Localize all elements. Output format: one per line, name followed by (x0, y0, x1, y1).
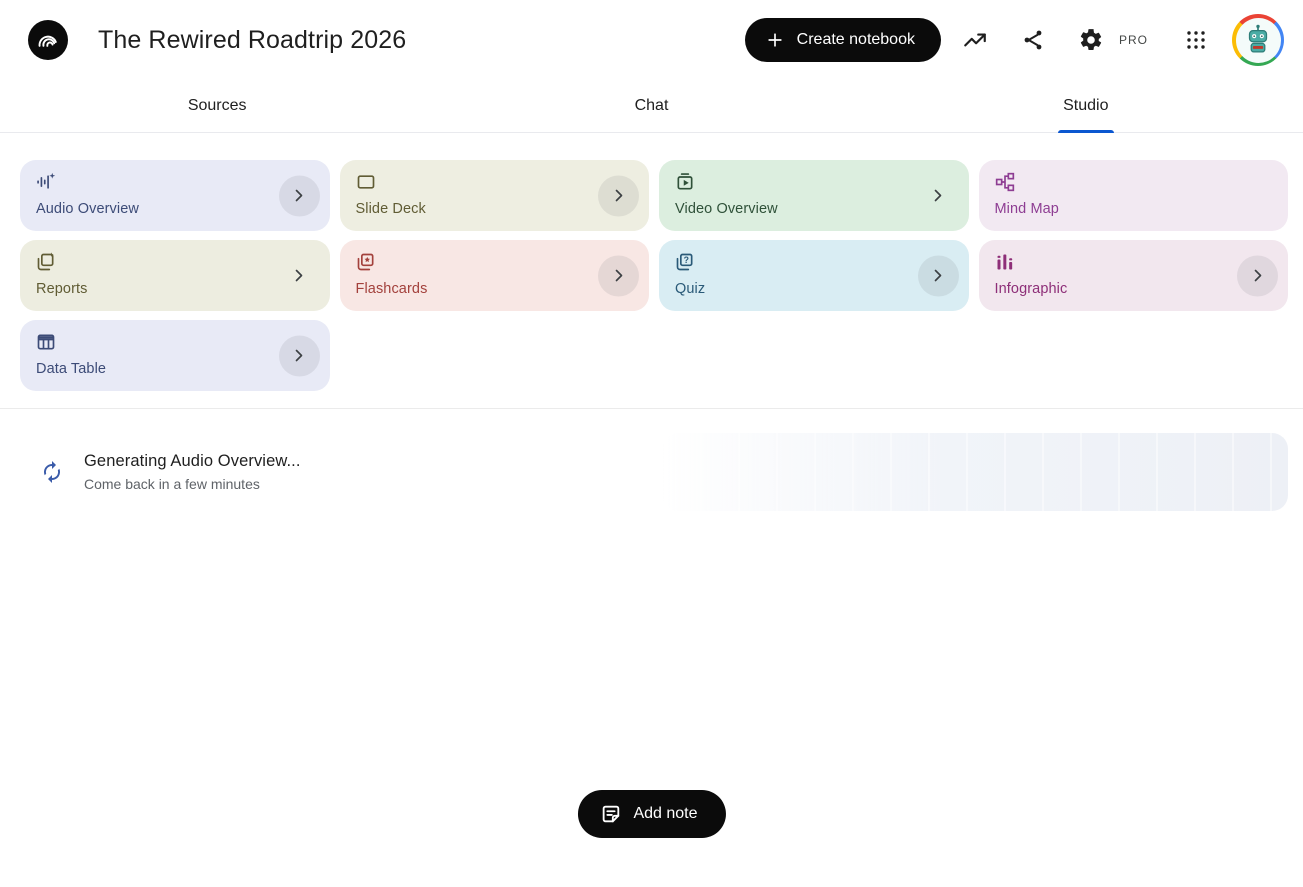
data-table-icon (36, 332, 314, 352)
card-slide-deck[interactable]: Slide Deck (339, 160, 649, 231)
card-label: Slide Deck (355, 201, 426, 217)
generating-texts: Generating Audio Overview... Come back i… (84, 452, 301, 492)
header-actions: Create notebook PRO (744, 14, 1284, 66)
mind-map-icon (995, 172, 1273, 192)
generating-status-row: Generating Audio Overview... Come back i… (0, 433, 1288, 511)
chevron-right-icon[interactable] (279, 255, 320, 296)
slide-icon (356, 172, 634, 192)
tab-chat-label: Chat (634, 97, 669, 114)
card-infographic[interactable]: Infographic (978, 240, 1288, 311)
card-video-overview[interactable]: Video Overview (659, 160, 969, 231)
account-avatar[interactable] (1232, 14, 1284, 66)
panel-tabs: Sources Chat Studio (0, 80, 1303, 133)
studio-output-grid: Audio Overview Slide Deck (20, 160, 1288, 391)
tab-studio-label: Studio (1063, 97, 1109, 114)
pro-badge: PRO (1118, 33, 1148, 47)
chevron-right-icon[interactable] (278, 175, 320, 216)
video-play-icon (675, 172, 953, 192)
loading-skeleton (662, 433, 1288, 511)
card-quiz[interactable]: ? Quiz (659, 240, 969, 311)
generating-subtitle: Come back in a few minutes (84, 476, 260, 492)
create-notebook-button[interactable]: Create notebook (744, 18, 941, 62)
tab-active-underline (1057, 130, 1114, 133)
chevron-right-icon[interactable] (1237, 255, 1278, 296)
svg-text:?: ? (684, 255, 689, 265)
notebooklm-logo-icon[interactable] (28, 20, 68, 60)
card-mind-map[interactable]: Mind Map (978, 160, 1288, 231)
apps-grid-icon[interactable] (1172, 16, 1220, 64)
tab-chat[interactable]: Chat (434, 80, 868, 132)
card-data-table[interactable]: Data Table (20, 320, 330, 391)
chevron-right-icon[interactable] (918, 175, 959, 216)
report-sparkle-icon (36, 252, 314, 272)
card-label: Infographic (994, 281, 1068, 297)
tab-sources-label: Sources (187, 97, 247, 114)
chevron-right-icon[interactable] (917, 255, 959, 296)
card-label: Data Table (36, 361, 107, 377)
card-label: Mind Map (994, 201, 1059, 217)
card-flashcards[interactable]: Flashcards (339, 240, 649, 311)
chevron-right-icon[interactable] (598, 255, 639, 296)
card-label: Video Overview (675, 201, 778, 217)
settings-gear-icon[interactable] (1067, 16, 1115, 64)
avatar-robot-image (1235, 17, 1281, 63)
card-reports[interactable]: Reports (20, 240, 330, 311)
header: The Rewired Roadtrip 2026 Create noteboo… (0, 0, 1303, 80)
audio-waveform-sparkle-icon (36, 172, 314, 192)
card-label: Reports (36, 281, 88, 297)
generating-status: Generating Audio Overview... Come back i… (0, 452, 662, 492)
plus-icon (765, 30, 785, 50)
bar-chart-icon (995, 252, 1273, 272)
generating-title: Generating Audio Overview... (84, 452, 301, 470)
chevron-right-icon[interactable] (278, 335, 320, 376)
note-icon (599, 803, 621, 825)
card-label: Quiz (675, 281, 706, 297)
section-divider (0, 408, 1303, 409)
add-note-button[interactable]: Add note (577, 790, 726, 838)
chevron-right-icon[interactable] (598, 175, 639, 216)
card-label: Flashcards (355, 281, 428, 297)
quiz-cards-icon: ? (675, 252, 953, 272)
analytics-trending-up-icon[interactable] (951, 16, 999, 64)
card-audio-overview[interactable]: Audio Overview (20, 160, 330, 231)
tab-studio[interactable]: Studio (869, 80, 1303, 133)
flashcards-star-icon (356, 252, 634, 272)
add-note-label: Add note (633, 805, 698, 822)
card-label: Audio Overview (36, 201, 139, 217)
share-icon[interactable] (1009, 16, 1057, 64)
create-notebook-label: Create notebook (796, 31, 915, 48)
sync-spinner-icon (40, 460, 64, 484)
notebook-title: The Rewired Roadtrip 2026 (98, 25, 407, 54)
tab-sources[interactable]: Sources (0, 80, 434, 132)
